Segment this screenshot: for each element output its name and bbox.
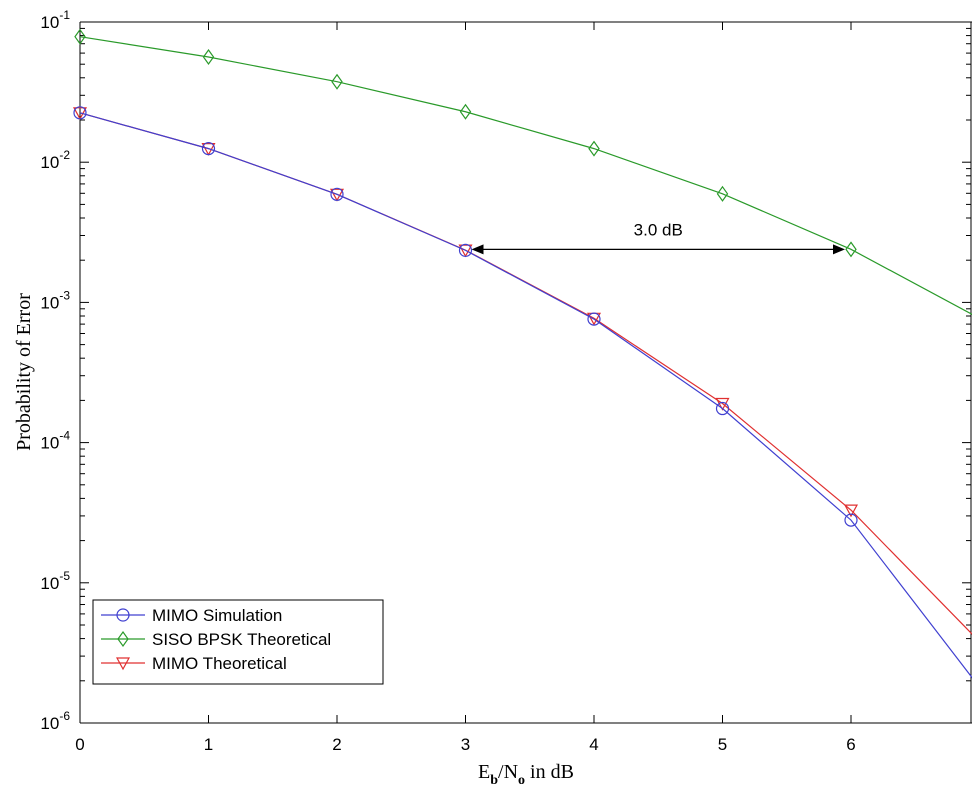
series-mimo-simulation [73,106,972,679]
x-tick-label: 3 [461,735,470,754]
x-tick-label: 1 [204,735,213,754]
y-tick-label: 10-6 [40,709,70,733]
data-point [458,244,473,258]
y-tick-label: 10-3 [40,288,70,312]
annotation-arrowhead-left [471,244,484,255]
x-axis-ticks: 01234567 [75,22,856,754]
data-point [201,142,216,156]
data-point [330,187,344,201]
data-point [716,185,729,202]
data-point [844,513,858,527]
y-tick-exponent: -4 [59,429,70,443]
data-point [459,103,472,120]
annotation-arrowhead-right [833,244,845,255]
y-axis-ticks: 10-110-210-310-410-510-6 [40,8,971,733]
x-tick-label: 6 [846,735,855,754]
x-tick-label: 2 [332,735,341,754]
data-point [588,140,600,157]
data-point [202,48,215,66]
legend-entry: MIMO Theoretical [101,654,287,673]
y-tick-base: 10 [40,153,59,172]
x-axis-label: Eb/No in dB [478,761,574,788]
y-tick-label: 10-5 [40,569,70,593]
data-point [845,241,857,258]
series-layer [72,28,972,679]
y-tick-base: 10 [40,13,59,32]
legend-label: MIMO Theoretical [152,654,287,673]
y-tick-label: 10-1 [40,8,70,32]
legend-marker [117,630,129,648]
x-axis-label-rest: in dB [525,761,574,783]
data-point [331,73,343,90]
x-axis-label-sub-b: b [490,773,498,788]
y-tick-exponent: -6 [59,709,70,723]
y-tick-base: 10 [40,293,59,312]
data-point [715,401,730,416]
y-tick-label: 10-4 [40,429,70,453]
y-axis-label: Probability of Error [13,293,35,451]
legend-marker [115,657,131,671]
data-point [587,312,601,326]
data-point [329,188,345,202]
x-tick-label: 5 [718,735,727,754]
legend-marker [116,608,130,622]
legend-box [92,599,384,685]
y-tick-base: 10 [40,714,59,733]
legend-entry: SISO BPSK Theoretical [101,630,331,649]
y-tick-exponent: -1 [59,8,70,22]
y-tick-base: 10 [40,574,59,593]
series-line [79,112,972,679]
y-tick-base: 10 [40,434,59,453]
y-tick-exponent: -3 [59,288,70,302]
y-tick-exponent: -5 [59,569,70,583]
annotation-label: 3.0 dB [634,220,683,239]
legend-entry: MIMO Simulation [101,606,282,625]
legend-label: MIMO Simulation [152,606,282,625]
data-point [458,243,473,257]
axes [79,21,972,724]
series-line [79,36,972,315]
legend: MIMO Simulation SISO BPSK Theoretical MIMO… [92,599,384,685]
x-axis-label-n: /N [498,761,518,783]
series-siso-bpsk-theoretical [74,28,972,315]
x-tick-label: 0 [75,735,84,754]
data-point [73,106,87,120]
x-axis-label-e: E [478,761,490,783]
y-tick-exponent: -2 [59,148,70,162]
x-axis-label-sub-o: o [518,773,525,788]
legend-entries: MIMO Simulation SISO BPSK Theoretical MIMO… [101,606,331,673]
legend-label: SISO BPSK Theoretical [152,630,331,649]
y-tick-label: 10-2 [40,148,70,172]
data-point [74,28,86,45]
data-point [843,504,859,518]
x-tick-label: 4 [589,735,598,754]
annotation-layer: 3.0 dB [471,220,845,255]
